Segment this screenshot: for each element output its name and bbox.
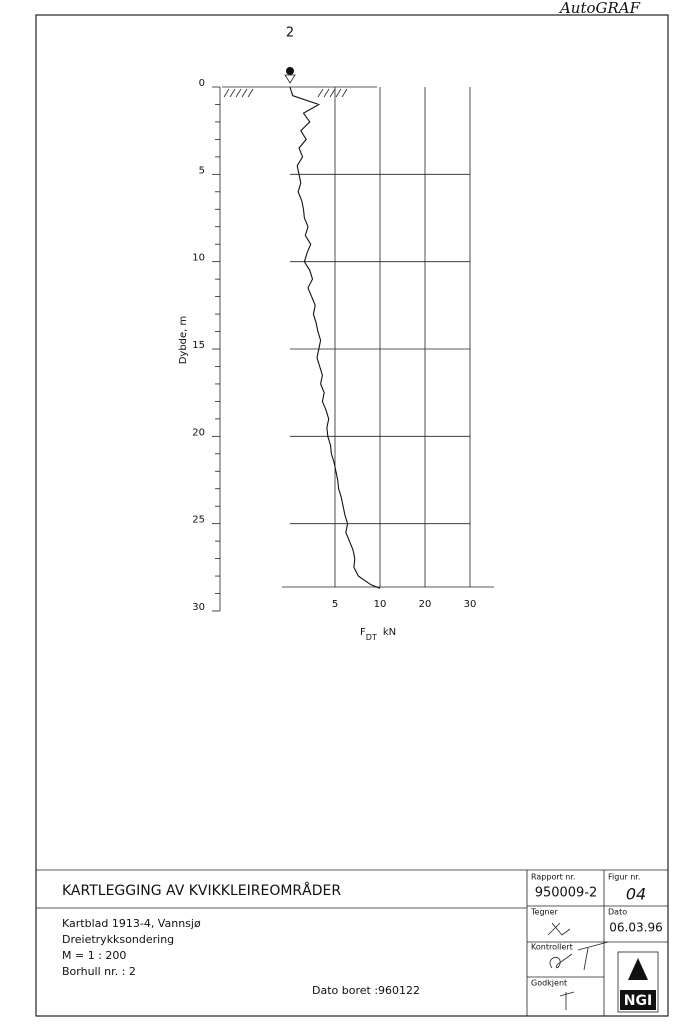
borehole-label: 2 (286, 26, 294, 41)
water-symbol (286, 67, 294, 75)
x-tick-label: 20 (419, 599, 432, 610)
block-text: M = 1 : 200 (62, 949, 126, 962)
field-label: Kontrollert (531, 943, 573, 952)
logo-text: NGI (624, 993, 652, 1009)
block-text: Dreietrykksondering (62, 933, 174, 946)
page-border (35, 14, 669, 1017)
report-no: 950009-2 (535, 886, 598, 901)
y-axis-label: Dybde, m (178, 316, 189, 365)
field-label: Rapport nr. (531, 873, 575, 882)
date: 06.03.96 (609, 921, 662, 935)
signature (547, 922, 571, 936)
force-curve (289, 86, 381, 589)
field-label: Dato (608, 908, 627, 917)
x-tick-label: 10 (374, 599, 387, 610)
x-tick-label: 30 (464, 599, 477, 610)
block-text: Kartblad 1913-4, Vannsjø (62, 917, 201, 930)
block-text: Borhull nr. : 2 (62, 965, 136, 978)
field-label: Godkjent (531, 979, 567, 988)
x-label: F (360, 627, 366, 638)
date-drilled: Dato boret :960122 (312, 984, 420, 997)
y-tick-label: 30 (192, 602, 205, 613)
y-tick-label: 25 (192, 515, 205, 526)
signature (559, 991, 575, 1010)
water-symbol (284, 74, 296, 84)
y-tick-label: 20 (192, 427, 205, 438)
x-unit: kN (383, 627, 396, 638)
y-tick-label: 10 (192, 253, 205, 264)
project-title: KARTLEGGING AV KVIKKLEIREOMRÅDER (62, 882, 341, 899)
y-tick-label: 0 (199, 78, 205, 89)
logo-box (620, 990, 656, 1010)
software-label: AutoGRAF (558, 0, 641, 17)
field-label: Figur nr. (608, 873, 640, 882)
y-tick-label: 15 (192, 340, 205, 351)
figure-no: 04 (626, 885, 646, 904)
x-axis-label: FDT kN (360, 627, 396, 642)
logo-frame (617, 951, 659, 1013)
x-label-sub: DT (366, 633, 377, 642)
ground-hatch (223, 88, 348, 98)
logo-tree (628, 958, 648, 980)
x-tick-label: 5 (332, 599, 338, 610)
field-label: Tegner (530, 908, 559, 917)
signature (549, 941, 609, 971)
y-tick-label: 5 (199, 165, 205, 176)
